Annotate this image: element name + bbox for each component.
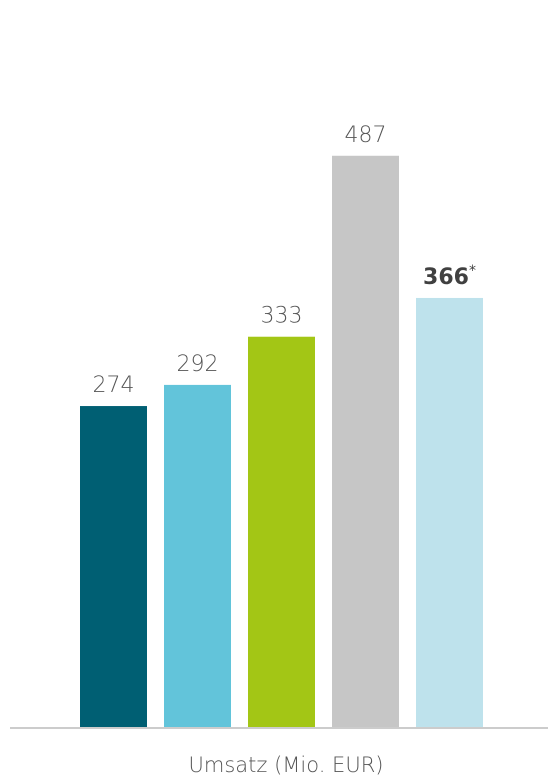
bar-value-label-1: 274 (93, 373, 135, 398)
bar-value-label-2: 292 (177, 352, 219, 377)
bar-2 (164, 384, 231, 728)
bar-group (80, 155, 483, 728)
bar-5 (416, 297, 483, 728)
bar-4 (332, 155, 399, 728)
value-label-group: 274 292 333 487 366* (93, 123, 476, 398)
bar-value-footnote-mark: * (469, 263, 476, 279)
bar-value-label-3: 333 (261, 304, 303, 329)
bar-3 (248, 336, 315, 728)
bar-value-label-5: 366* (423, 263, 476, 290)
bar-1 (80, 406, 147, 728)
bar-value-label-4: 487 (345, 123, 387, 148)
x-axis-title: Umsatz (Mio. EUR) (189, 753, 384, 777)
